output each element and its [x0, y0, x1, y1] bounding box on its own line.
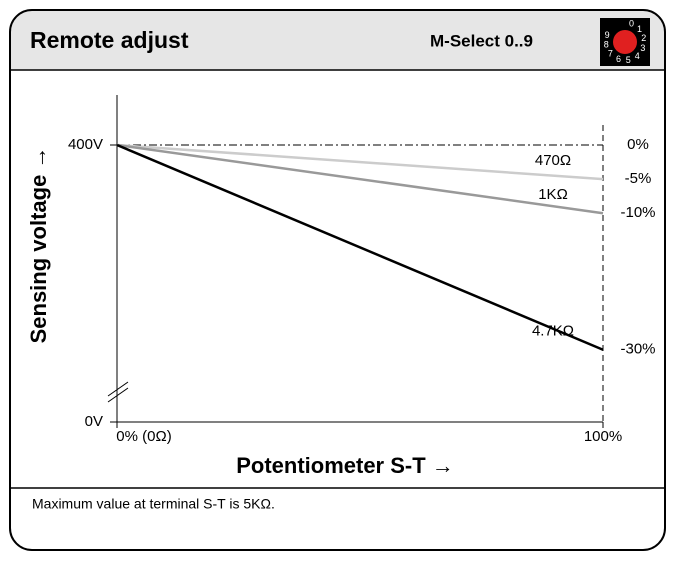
dial-digit: 3: [640, 43, 645, 53]
dial-digit: 5: [626, 55, 631, 65]
dial-digit: 9: [605, 30, 610, 40]
y-tick-label: -30%: [620, 341, 655, 358]
series-label: 1KΩ: [538, 186, 568, 203]
dial-digit: 2: [641, 33, 646, 43]
series-line: [116, 143, 604, 215]
dial-digit: 0: [629, 19, 634, 29]
series-line: [116, 143, 604, 351]
y-tick-label: 0%: [627, 136, 649, 153]
y-left-tick-label: 400V: [68, 136, 103, 153]
series-label: 470Ω: [535, 152, 571, 169]
axis-break: [107, 381, 129, 397]
dial-digit: 4: [635, 51, 640, 61]
y-axis-title: Sensing voltage →: [26, 147, 51, 344]
series-label: 4.7KΩ: [532, 323, 574, 340]
header: [10, 10, 665, 70]
y-tick-label: -10%: [620, 204, 655, 221]
x-tick-label: 100%: [584, 428, 622, 445]
y-tick-label: -5%: [625, 170, 652, 187]
chart-title: Remote adjust: [30, 27, 189, 53]
subtitle: M-Select 0..9: [430, 31, 533, 50]
series-line: [116, 143, 604, 181]
x-axis-title: Potentiometer S-T →: [236, 453, 454, 478]
footnote: Maximum value at terminal S-T is 5KΩ.: [32, 496, 275, 512]
dial-digit: 7: [608, 49, 613, 59]
dial-digit: 8: [604, 40, 609, 50]
y-left-tick-label: 0V: [85, 413, 103, 430]
frame: [9, 9, 666, 551]
dial-digit: 6: [616, 54, 621, 64]
x-tick-label: 0% (0Ω): [116, 428, 171, 445]
dial-knob: [613, 30, 637, 54]
dial-digit: 1: [637, 24, 642, 34]
axis-break: [107, 387, 129, 403]
